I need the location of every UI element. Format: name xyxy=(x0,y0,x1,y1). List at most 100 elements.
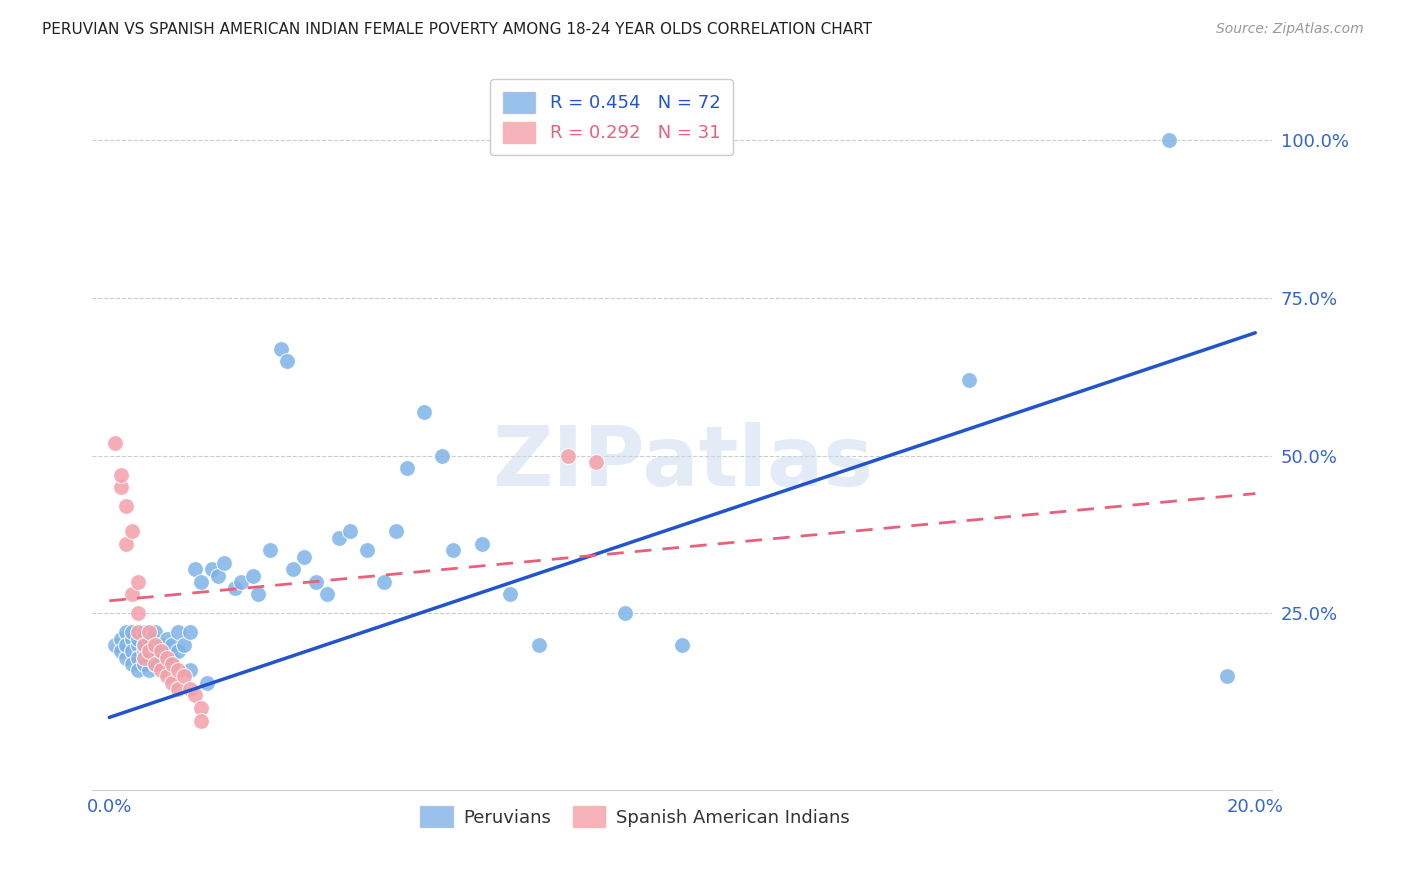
Point xyxy=(127,574,149,589)
Point xyxy=(121,644,143,658)
Text: ZIPatlas: ZIPatlas xyxy=(492,422,873,503)
Point xyxy=(957,373,980,387)
Point xyxy=(179,625,201,640)
Point xyxy=(328,531,350,545)
Point xyxy=(304,574,326,589)
Point xyxy=(356,543,378,558)
Point xyxy=(121,625,143,640)
Point xyxy=(149,638,172,652)
Point xyxy=(143,644,166,658)
Point xyxy=(499,587,522,601)
Point xyxy=(155,657,177,671)
Point xyxy=(143,657,166,671)
Point xyxy=(115,638,138,652)
Point xyxy=(138,632,160,646)
Point xyxy=(110,644,132,658)
Point xyxy=(127,607,149,621)
Point xyxy=(110,480,132,494)
Point xyxy=(614,607,637,621)
Point xyxy=(281,562,304,576)
Point xyxy=(247,587,270,601)
Point xyxy=(132,650,155,665)
Point xyxy=(149,650,172,665)
Point xyxy=(671,638,693,652)
Point xyxy=(132,638,155,652)
Point xyxy=(1159,134,1181,148)
Point xyxy=(115,625,138,640)
Point xyxy=(162,675,184,690)
Point xyxy=(115,537,138,551)
Point xyxy=(121,657,143,671)
Point xyxy=(115,499,138,513)
Point xyxy=(184,689,207,703)
Point xyxy=(155,632,177,646)
Point xyxy=(190,701,212,715)
Point xyxy=(149,644,172,658)
Point xyxy=(132,625,155,640)
Point xyxy=(162,650,184,665)
Point xyxy=(143,638,166,652)
Point xyxy=(173,638,195,652)
Text: Source: ZipAtlas.com: Source: ZipAtlas.com xyxy=(1216,22,1364,37)
Point xyxy=(121,632,143,646)
Point xyxy=(413,404,436,418)
Point xyxy=(207,568,229,582)
Point xyxy=(1215,669,1237,683)
Point xyxy=(149,663,172,677)
Point xyxy=(339,524,361,539)
Point xyxy=(138,644,160,658)
Point xyxy=(127,663,149,677)
Point xyxy=(373,574,395,589)
Point xyxy=(527,638,550,652)
Point xyxy=(138,644,160,658)
Point xyxy=(292,549,315,564)
Point xyxy=(127,650,149,665)
Point xyxy=(224,581,246,595)
Point xyxy=(162,657,184,671)
Text: PERUVIAN VS SPANISH AMERICAN INDIAN FEMALE POVERTY AMONG 18-24 YEAR OLDS CORRELA: PERUVIAN VS SPANISH AMERICAN INDIAN FEMA… xyxy=(42,22,872,37)
Point xyxy=(270,342,292,356)
Point xyxy=(127,625,149,640)
Point xyxy=(115,650,138,665)
Point xyxy=(167,681,190,696)
Point xyxy=(441,543,464,558)
Legend: Peruvians, Spanish American Indians: Peruvians, Spanish American Indians xyxy=(413,799,858,834)
Point xyxy=(121,524,143,539)
Point xyxy=(557,449,579,463)
Point xyxy=(132,638,155,652)
Point xyxy=(167,625,190,640)
Point xyxy=(143,625,166,640)
Point xyxy=(155,644,177,658)
Point xyxy=(259,543,281,558)
Point xyxy=(143,657,166,671)
Point xyxy=(138,650,160,665)
Point xyxy=(167,663,190,677)
Point xyxy=(190,574,212,589)
Point xyxy=(127,632,149,646)
Point xyxy=(121,587,143,601)
Point xyxy=(229,574,252,589)
Point xyxy=(138,625,160,640)
Point xyxy=(585,455,607,469)
Point xyxy=(132,657,155,671)
Point xyxy=(132,644,155,658)
Point xyxy=(184,562,207,576)
Point xyxy=(471,537,494,551)
Point xyxy=(179,681,201,696)
Point xyxy=(155,650,177,665)
Point xyxy=(173,669,195,683)
Point xyxy=(276,354,298,368)
Point xyxy=(127,638,149,652)
Point xyxy=(396,461,419,475)
Point xyxy=(385,524,408,539)
Point xyxy=(110,632,132,646)
Point xyxy=(179,663,201,677)
Point xyxy=(155,669,177,683)
Point xyxy=(242,568,264,582)
Point xyxy=(316,587,339,601)
Point xyxy=(195,675,218,690)
Point xyxy=(212,556,235,570)
Point xyxy=(104,638,127,652)
Point xyxy=(143,638,166,652)
Point xyxy=(138,663,160,677)
